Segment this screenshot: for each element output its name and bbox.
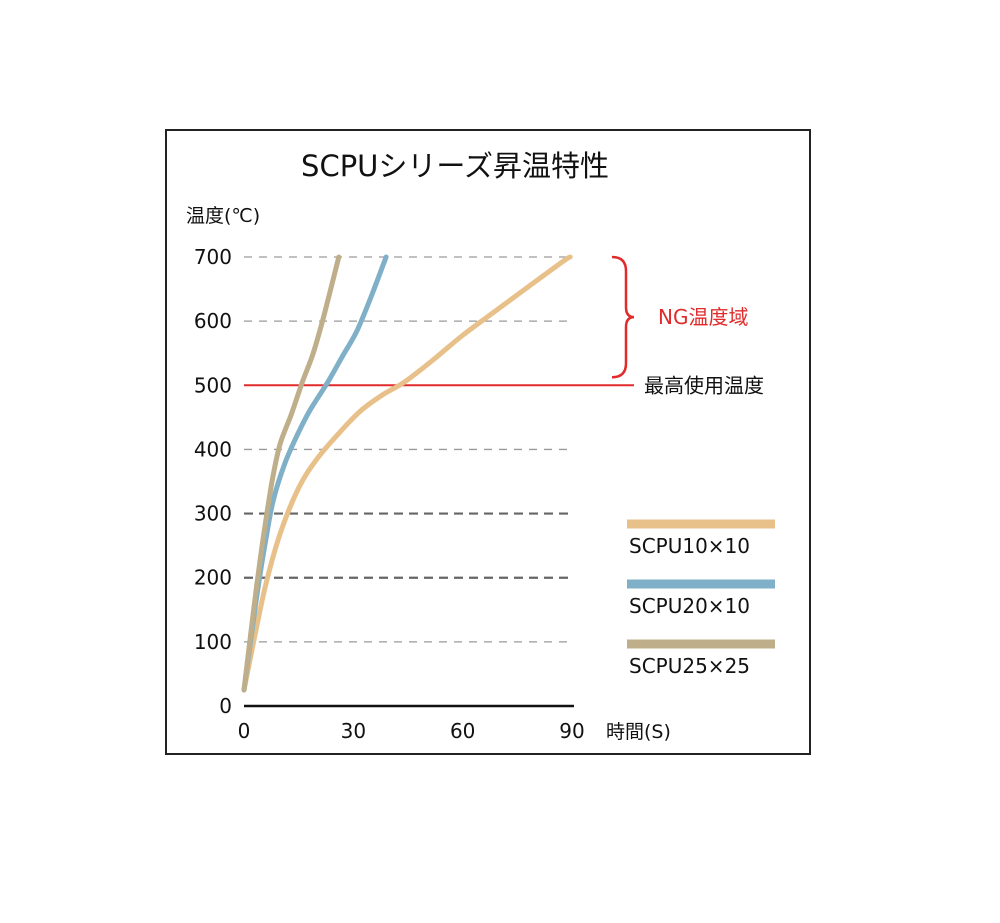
- y-tick-label-200: 200: [194, 566, 232, 590]
- chart-title: SCPUシリーズ昇温特性: [301, 149, 609, 183]
- x-tick-label-90: 90: [559, 719, 584, 743]
- legend-label-1: SCPU10×10: [629, 534, 750, 558]
- x-tick-label-60: 60: [450, 719, 475, 743]
- chart-border: [165, 129, 811, 755]
- y-tick-label-100: 100: [194, 630, 232, 654]
- x-tick-labels: 0 30 60 90: [238, 719, 585, 743]
- y-axis-label: 温度(℃): [186, 205, 260, 227]
- x-axis-label: 時間(S): [606, 721, 671, 743]
- ng-region-brace: [611, 255, 635, 379]
- x-tick-label-30: 30: [341, 719, 366, 743]
- series-line-3: [241, 254, 342, 693]
- y-tick-label-0: 0: [219, 694, 232, 718]
- legend-label-3: SCPU25×25: [629, 654, 750, 678]
- y-tick-labels: 0 100 200 300 400 500 600 700: [194, 245, 232, 718]
- series-line-1: [241, 254, 573, 693]
- y-tick-label-400: 400: [194, 437, 232, 461]
- y-tick-label-700: 700: [194, 245, 232, 269]
- max-temperature-label: 最高使用温度: [644, 373, 764, 397]
- y-tick-label-500: 500: [194, 373, 232, 397]
- y-tick-label-600: 600: [194, 309, 232, 333]
- x-tick-label-0: 0: [238, 719, 251, 743]
- legend-label-2: SCPU20×10: [629, 594, 750, 618]
- grid-lines: [244, 256, 572, 643]
- series-lines: [241, 254, 573, 693]
- ng-region-label: NG温度域: [658, 305, 748, 329]
- y-tick-label-300: 300: [194, 502, 232, 526]
- legend: SCPU10×10 SCPU20×10 SCPU25×25: [627, 519, 775, 678]
